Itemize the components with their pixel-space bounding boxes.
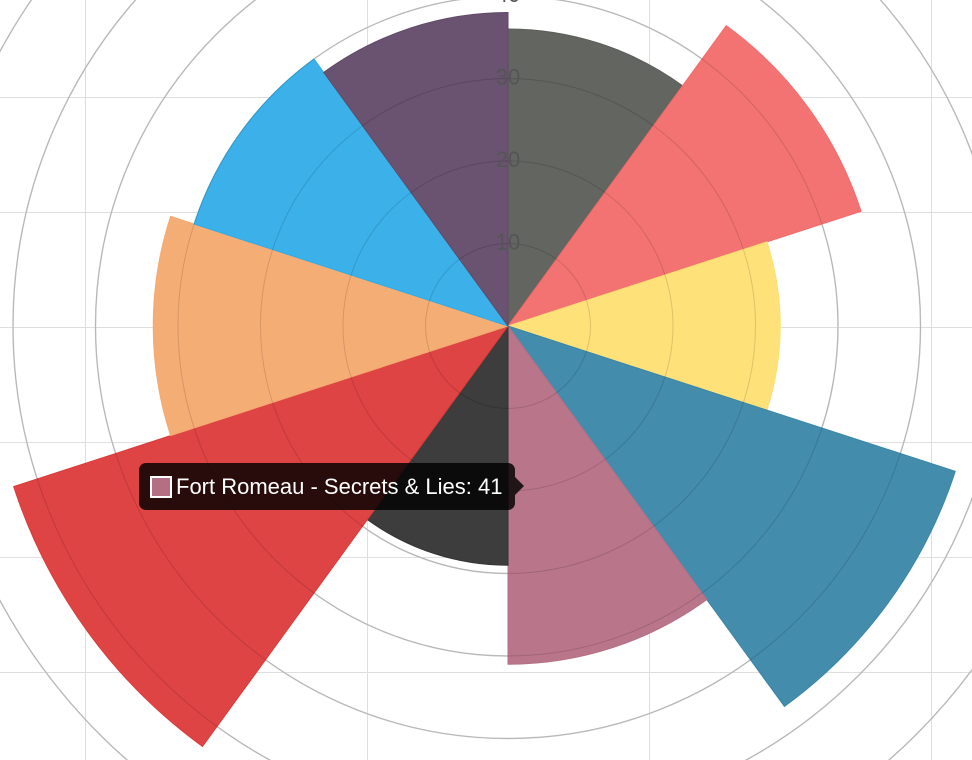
tick-label: 10 xyxy=(496,229,520,254)
tick-label: 40 xyxy=(496,0,520,7)
segment xyxy=(13,325,510,748)
grid-circle-overlay xyxy=(95,0,921,739)
tooltip-label: Fort Romeau - Secrets & Lies xyxy=(176,473,466,499)
grid-circle-overlay xyxy=(177,0,839,657)
grid-circle-overlay xyxy=(260,78,756,574)
grid-circle xyxy=(12,0,972,760)
grid-circle-overlay xyxy=(12,0,972,760)
segment xyxy=(193,58,510,327)
segment xyxy=(507,324,708,665)
segment xyxy=(506,24,862,327)
grid-circle xyxy=(94,0,922,740)
tick-label: 30 xyxy=(496,64,520,89)
segment xyxy=(323,11,509,328)
segment xyxy=(506,241,781,411)
tick-label: 20 xyxy=(496,147,520,172)
tooltip-swatch xyxy=(150,475,172,498)
tooltip: Fort Romeau - Secrets & Lies41 xyxy=(139,463,523,510)
tooltip-value: 41 xyxy=(466,474,502,500)
segment xyxy=(152,215,510,437)
segment xyxy=(507,28,684,328)
grid-circle-overlay xyxy=(425,243,591,409)
segment xyxy=(506,325,956,708)
